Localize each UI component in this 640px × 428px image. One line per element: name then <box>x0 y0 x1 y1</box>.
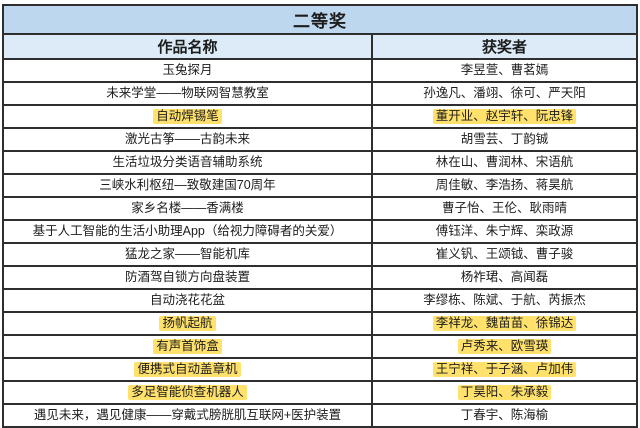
winners-cell-text: 董开业、赵宇轩、阮忠锋 <box>432 108 577 125</box>
work-cell-text: 猛龙之家——智能机库 <box>124 246 250 261</box>
work-name-cell: 有声首饰盒 <box>2 334 373 359</box>
table-row: 多足智能侦查机器人 丁昊阳、朱承毅 <box>2 380 639 405</box>
winners-cell: 林在山、曹润林、宋语航 <box>370 150 639 175</box>
winners-cell-text: 卢秀来、欧雪瑛 <box>457 338 552 355</box>
work-name-cell: 遇见未来，遇见健康——穿戴式膀胱肌互联网+医护装置 <box>2 403 373 428</box>
winners-cell-text: 周佳敏、李浩扬、蒋昊航 <box>435 177 574 192</box>
work-cell-text: 便携式自动盖章机 <box>134 361 241 378</box>
table-row: 便携式自动盖章机 王宁祥、于子涵、卢加伟 <box>2 357 639 382</box>
work-cell-text: 有声首饰盒 <box>153 338 222 355</box>
work-name-cell: 便携式自动盖章机 <box>2 357 373 382</box>
table-row: 自动浇花花盆 李缪栋、陈斌、于航、芮振杰 <box>2 288 639 313</box>
table-row: 有声首饰盒 卢秀来、欧雪瑛 <box>2 334 639 359</box>
winners-cell-text: 李祥龙、魏苗苗、徐锦达 <box>432 315 577 332</box>
work-name-cell: 多足智能侦查机器人 <box>2 380 373 405</box>
table-row: 扬帆起航 李祥龙、魏苗苗、徐锦达 <box>2 311 639 336</box>
winners-cell: 李缪栋、陈斌、于航、芮振杰 <box>370 288 639 313</box>
column-header-work: 作品名称 <box>2 33 373 60</box>
table-row: 基于人工智能的生活小助理App（给视力障碍者的关爱） 傅钰洋、朱宁辉、栾政源 <box>2 219 639 244</box>
table-row: 猛龙之家——智能机库 崔义钒、王颂钺、曹子骏 <box>2 242 639 267</box>
work-cell-text: 玉兔探月 <box>162 62 213 77</box>
table-row: 自动焊锡笔 董开业、赵宇轩、阮忠锋 <box>2 104 639 129</box>
winners-cell: 杨祚珺、高闻磊 <box>370 265 639 290</box>
table-row: 三峡水利枢纽—致敬建国70周年 周佳敏、李浩扬、蒋昊航 <box>2 173 639 198</box>
table-title: 二等奖 <box>2 4 638 35</box>
work-name-cell: 生活垃圾分类语音辅助系统 <box>2 150 373 175</box>
winners-cell: 丁春宇、陈海榆 <box>370 403 639 428</box>
winners-cell: 傅钰洋、朱宁辉、栾政源 <box>370 219 639 244</box>
table-row: 未来学堂——物联网智慧教室 孙逸凡、潘翊、徐可、严天阳 <box>2 81 639 106</box>
awards-table: 二等奖 作品名称 获奖者 玉兔探月 李昱萱、曹茗嫣 未来学堂——物联网智慧教室 … <box>2 4 639 428</box>
work-cell-text: 激光古筝——古韵未来 <box>124 131 250 146</box>
table-row: 生活垃圾分类语音辅助系统 林在山、曹润林、宋语航 <box>2 150 639 175</box>
winners-cell: 丁昊阳、朱承毅 <box>370 380 639 405</box>
work-name-cell: 猛龙之家——智能机库 <box>2 242 373 267</box>
work-name-cell: 基于人工智能的生活小助理App（给视力障碍者的关爱） <box>2 219 373 244</box>
winners-cell-text: 李昱萱、曹茗嫣 <box>460 62 549 77</box>
header-row: 作品名称 获奖者 <box>2 33 639 60</box>
work-cell-text: 扬帆起航 <box>159 315 216 332</box>
winners-cell: 胡雪芸、丁韵铖 <box>370 127 639 152</box>
table-row: 防酒驾自锁方向盘装置 杨祚珺、高闻磊 <box>2 265 639 290</box>
table-row: 家乡名楼——香满楼 曹子怡、王伦、耿雨晴 <box>2 196 639 221</box>
work-cell-text: 自动焊锡笔 <box>153 108 222 125</box>
work-name-cell: 防酒驾自锁方向盘装置 <box>2 265 373 290</box>
table-row: 激光古筝——古韵未来 胡雪芸、丁韵铖 <box>2 127 639 152</box>
work-cell-text: 生活垃圾分类语音辅助系统 <box>112 154 263 169</box>
work-name-cell: 自动浇花花盆 <box>2 288 373 313</box>
work-cell-text: 基于人工智能的生活小助理App（给视力障碍者的关爱） <box>32 223 343 238</box>
work-name-cell: 自动焊锡笔 <box>2 104 373 129</box>
work-name-cell: 三峡水利枢纽—致敬建国70周年 <box>2 173 373 198</box>
table-body: 玉兔探月 李昱萱、曹茗嫣 未来学堂——物联网智慧教室 孙逸凡、潘翊、徐可、严天阳… <box>2 58 639 428</box>
winners-cell: 崔义钒、王颂钺、曹子骏 <box>370 242 639 267</box>
winners-cell: 李祥龙、魏苗苗、徐锦达 <box>370 311 639 336</box>
work-cell-text: 遇见未来，遇见健康——穿戴式膀胱肌互联网+医护装置 <box>33 407 342 422</box>
work-name-cell: 未来学堂——物联网智慧教室 <box>2 81 373 106</box>
winners-cell: 董开业、赵宇轩、阮忠锋 <box>370 104 639 129</box>
winners-cell-text: 孙逸凡、潘翊、徐可、严天阳 <box>423 85 586 100</box>
winners-cell-text: 崔义钒、王颂钺、曹子骏 <box>435 246 574 261</box>
winners-cell-text: 曹子怡、王伦、耿雨晴 <box>441 200 567 215</box>
work-name-cell: 激光古筝——古韵未来 <box>2 127 373 152</box>
winners-cell: 李昱萱、曹茗嫣 <box>370 58 639 83</box>
winners-cell: 王宁祥、于子涵、卢加伟 <box>370 357 639 382</box>
work-cell-text: 自动浇花花盆 <box>149 292 225 307</box>
work-name-cell: 扬帆起航 <box>2 311 373 336</box>
work-cell-text: 家乡名楼——香满楼 <box>131 200 244 215</box>
work-name-cell: 家乡名楼——香满楼 <box>2 196 373 221</box>
title-row: 二等奖 <box>2 4 638 35</box>
winners-cell-text: 丁春宇、陈海榆 <box>460 407 549 422</box>
winners-cell-text: 林在山、曹润林、宋语航 <box>435 154 574 169</box>
winners-cell-text: 丁昊阳、朱承毅 <box>457 384 552 401</box>
work-cell-text: 未来学堂——物联网智慧教室 <box>106 85 269 100</box>
winners-cell-text: 傅钰洋、朱宁辉、栾政源 <box>435 223 574 238</box>
winners-cell-text: 胡雪芸、丁韵铖 <box>460 131 549 146</box>
winners-cell: 卢秀来、欧雪瑛 <box>370 334 639 359</box>
work-cell-text: 多足智能侦查机器人 <box>128 384 247 401</box>
work-cell-text: 防酒驾自锁方向盘装置 <box>124 269 250 284</box>
table-row: 遇见未来，遇见健康——穿戴式膀胱肌互联网+医护装置 丁春宇、陈海榆 <box>2 403 639 428</box>
winners-cell: 孙逸凡、潘翊、徐可、严天阳 <box>370 81 639 106</box>
work-name-cell: 玉兔探月 <box>2 58 373 83</box>
winners-cell: 周佳敏、李浩扬、蒋昊航 <box>370 173 639 198</box>
work-cell-text: 三峡水利枢纽—致敬建国70周年 <box>99 177 276 192</box>
column-header-winners: 获奖者 <box>370 33 639 60</box>
winners-cell: 曹子怡、王伦、耿雨晴 <box>370 196 639 221</box>
winners-cell-text: 杨祚珺、高闻磊 <box>460 269 549 284</box>
table-row: 玉兔探月 李昱萱、曹茗嫣 <box>2 58 639 83</box>
winners-cell-text: 李缪栋、陈斌、于航、芮振杰 <box>423 292 586 307</box>
winners-cell-text: 王宁祥、于子涵、卢加伟 <box>432 361 577 378</box>
